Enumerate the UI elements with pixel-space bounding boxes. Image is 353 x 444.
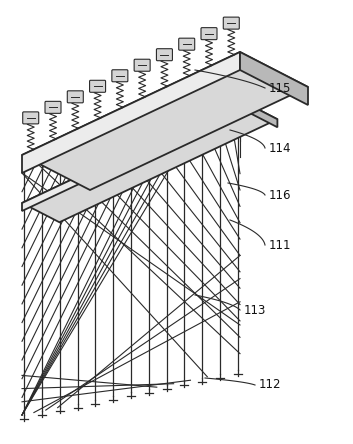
Text: 112: 112: [259, 378, 281, 392]
FancyBboxPatch shape: [223, 17, 239, 29]
FancyBboxPatch shape: [45, 101, 61, 113]
Text: 114: 114: [269, 142, 292, 155]
Polygon shape: [240, 52, 308, 105]
Text: 111: 111: [269, 238, 292, 251]
FancyBboxPatch shape: [134, 59, 150, 71]
Polygon shape: [22, 100, 240, 211]
FancyBboxPatch shape: [90, 80, 106, 92]
FancyBboxPatch shape: [201, 28, 217, 40]
FancyBboxPatch shape: [67, 91, 83, 103]
Polygon shape: [22, 52, 308, 190]
Polygon shape: [22, 52, 240, 173]
Polygon shape: [22, 100, 277, 222]
FancyBboxPatch shape: [156, 49, 172, 61]
Text: 115: 115: [269, 82, 291, 95]
FancyBboxPatch shape: [179, 38, 195, 50]
Text: 113: 113: [244, 304, 267, 317]
FancyBboxPatch shape: [112, 70, 128, 82]
FancyBboxPatch shape: [23, 112, 39, 124]
Text: 116: 116: [269, 189, 292, 202]
Polygon shape: [240, 100, 277, 127]
